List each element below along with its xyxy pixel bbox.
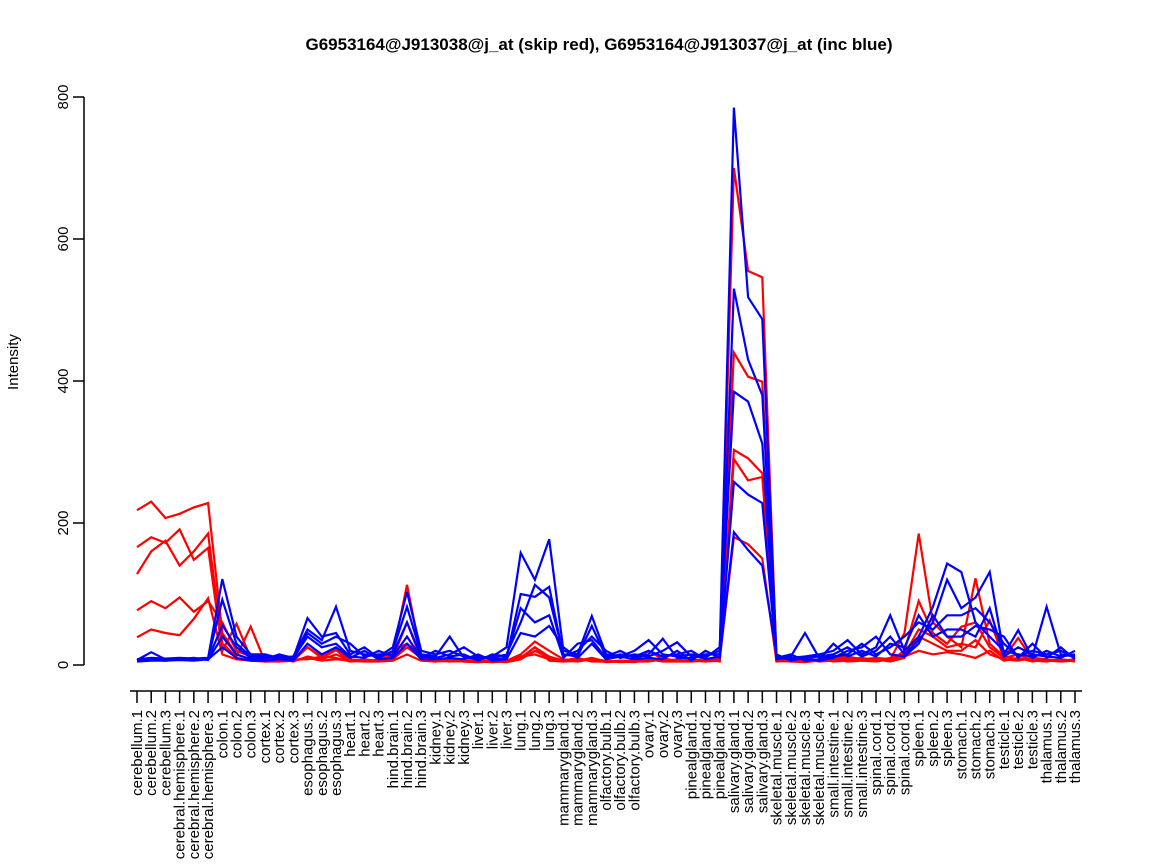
x-tick-label: salivary.gland.1 <box>726 710 743 813</box>
series-line-inc-blue-5 <box>136 529 1076 663</box>
series-line-skip-red-4 <box>136 455 1076 663</box>
x-tick-label: cerebral.hemisphere.3 <box>200 710 217 859</box>
y-axis: 0 200 400 600 800 <box>55 84 85 669</box>
x-tick-label: salivary.gland.3 <box>754 710 771 813</box>
x-tick-label: heart.3 <box>371 710 388 757</box>
series-line-inc-blue-1 <box>136 107 1076 661</box>
x-tick-label: spleen.2 <box>925 710 942 767</box>
x-tick-label: colon.1 <box>214 710 231 758</box>
x-tick-label: skeletal.muscle.1 <box>769 710 786 825</box>
x-tick-label: ovary.1 <box>641 710 658 758</box>
x-tick-label: small.intestine.1 <box>825 710 842 818</box>
x-tick-label: esophagus.1 <box>300 710 317 796</box>
x-tick-label: esophagus.3 <box>328 710 345 796</box>
y-axis-title: Intensity <box>5 334 22 390</box>
x-tick-label: skeletal.muscle.4 <box>811 710 828 825</box>
x-tick-label: cortex.3 <box>285 710 302 763</box>
x-tick-label: lung.1 <box>513 710 530 751</box>
x-tick-label: skeletal.muscle.3 <box>797 710 814 825</box>
y-tick-label: 400 <box>55 368 72 393</box>
series-line-skip-red-1 <box>136 167 1076 664</box>
x-tick-label: pinealgland.3 <box>712 710 729 799</box>
x-tick-label: esophagus.2 <box>314 710 331 796</box>
x-tick-label: testicle.1 <box>996 710 1013 769</box>
x-tick-label: spinal.cord.3 <box>896 710 913 795</box>
x-tick-label: cerebellum.2 <box>143 710 160 796</box>
y-tick-label: 200 <box>55 510 72 535</box>
x-tick-label: small.intestine.3 <box>854 710 871 818</box>
x-tick-label: pinealgland.2 <box>697 710 714 799</box>
x-tick-label: lung.3 <box>541 710 558 751</box>
x-tick-label: hind.brain.2 <box>399 710 416 788</box>
x-tick-label: cerebral.hemisphere.2 <box>186 710 203 859</box>
x-tick-label: cerebral.hemisphere.1 <box>172 710 189 859</box>
x-tick-label: stomach.1 <box>953 710 970 779</box>
x-tick-label: salivary.gland.2 <box>740 710 757 813</box>
chart-title: G6953164@J913038@j_at (skip red), G69531… <box>305 35 892 54</box>
x-tick-label: mammarygland.2 <box>570 710 587 826</box>
x-tick-label: hind.brain.1 <box>385 710 402 788</box>
x-tick-label: testicle.3 <box>1024 710 1041 769</box>
x-tick-label: liver.3 <box>499 710 516 749</box>
x-tick-label: cerebellum.1 <box>129 710 146 796</box>
x-tick-label: thalamus.2 <box>1053 710 1070 783</box>
x-tick-label: olfactory.bulb.1 <box>598 710 615 811</box>
x-tick-label: spinal.cord.1 <box>868 710 885 795</box>
x-tick-label: cerebellum.3 <box>157 710 174 796</box>
x-tick-label: thalamus.3 <box>1067 710 1084 783</box>
x-tick-label: heart.2 <box>356 710 373 757</box>
y-tick-label: 800 <box>55 84 72 109</box>
x-tick-label: ovary.2 <box>655 710 672 758</box>
x-tick-label: olfactory.bulb.3 <box>626 710 643 811</box>
x-tick-label: stomach.3 <box>982 710 999 779</box>
x-tick-label: spleen.3 <box>939 710 956 767</box>
x-tick-label: liver.2 <box>484 710 501 749</box>
x-tick-label: colon.3 <box>243 710 260 758</box>
x-tick-label: testicle.2 <box>1010 710 1027 769</box>
y-tick-label: 600 <box>55 226 72 251</box>
x-tick-label: heart.1 <box>342 710 359 757</box>
x-tick-label: mammarygland.1 <box>555 710 572 826</box>
x-tick-label: small.intestine.2 <box>840 710 857 818</box>
x-tick-label: hind.brain.3 <box>413 710 430 788</box>
x-tick-label: kidney.1 <box>427 710 444 765</box>
x-tick-label: liver.1 <box>470 710 487 749</box>
series-line-skip-red-3 <box>136 448 1076 664</box>
x-tick-label: spinal.cord.2 <box>882 710 899 795</box>
x-tick-label: thalamus.1 <box>1039 710 1056 783</box>
y-tick-label: 0 <box>55 661 72 669</box>
x-tick-label: colon.2 <box>228 710 245 758</box>
series-lines <box>136 107 1076 664</box>
x-tick-label: skeletal.muscle.2 <box>783 710 800 825</box>
x-tick-label: kidney.2 <box>442 710 459 765</box>
x-tick-label: lung.2 <box>527 710 544 751</box>
x-tick-label: stomach.2 <box>968 710 985 779</box>
x-tick-label: pinealgland.1 <box>683 710 700 799</box>
x-tick-label: mammarygland.3 <box>584 710 601 826</box>
x-tick-label: spleen.1 <box>911 710 928 767</box>
x-tick-label: cortex.2 <box>271 710 288 763</box>
x-tick-label: ovary.3 <box>669 710 686 758</box>
x-tick-label: cortex.1 <box>257 710 274 763</box>
x-tick-label: olfactory.bulb.2 <box>612 710 629 811</box>
x-axis: cerebellum.1cerebellum.2cerebellum.3cere… <box>129 690 1084 859</box>
x-tick-label: kidney.3 <box>456 710 473 765</box>
